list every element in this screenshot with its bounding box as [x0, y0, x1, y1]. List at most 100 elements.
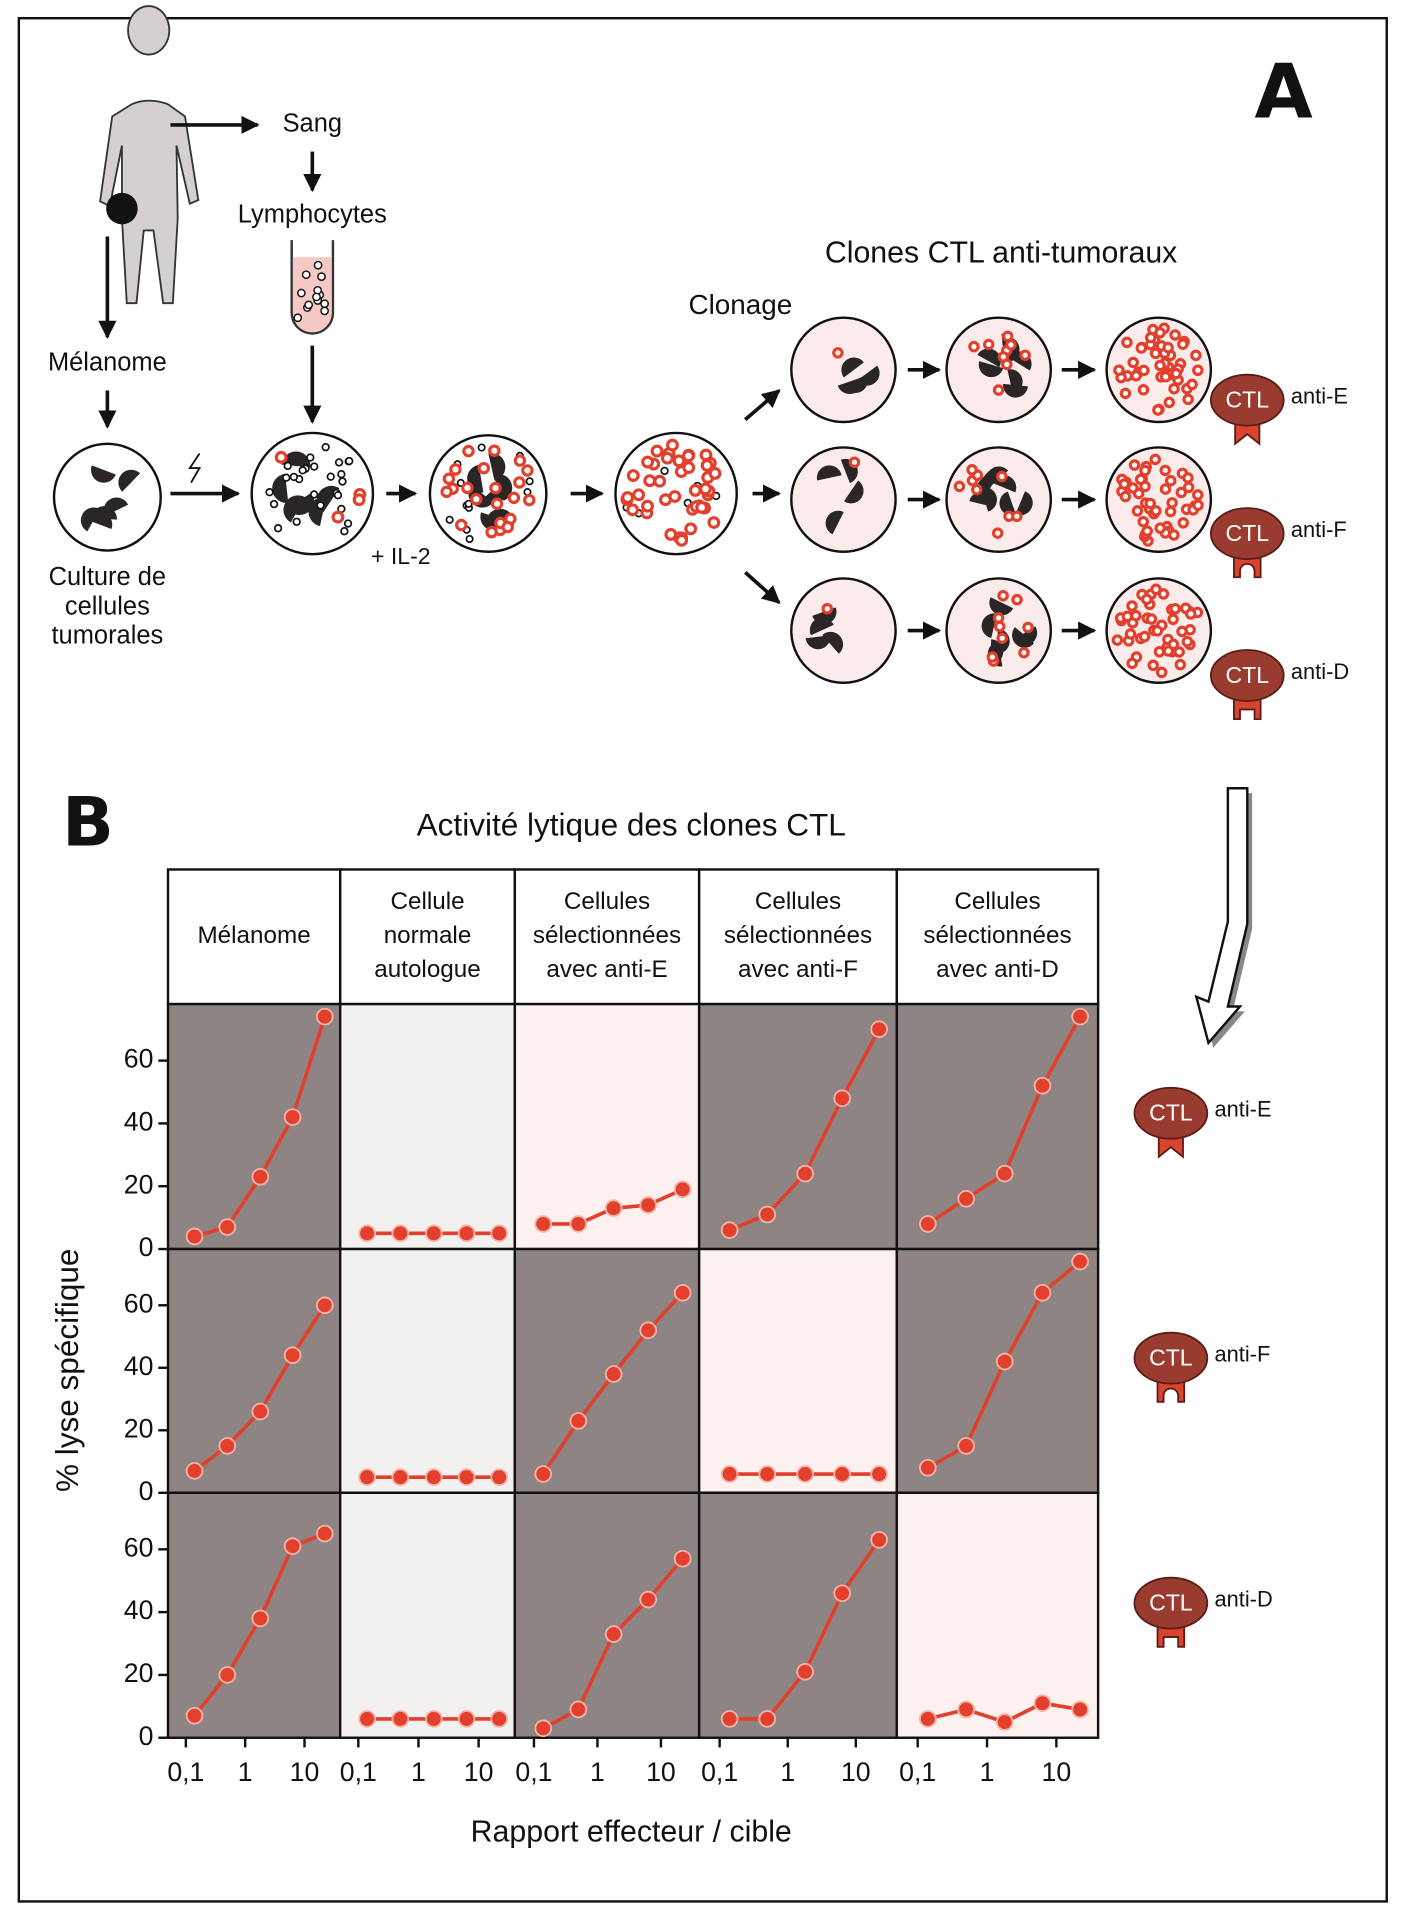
ctl-cell — [1185, 608, 1197, 620]
tumor-cell — [837, 377, 863, 395]
ctl-cell — [449, 463, 462, 476]
data-point — [457, 1224, 476, 1243]
data-point — [283, 1346, 302, 1365]
ctl-cell — [1173, 646, 1185, 658]
ctl-cell — [477, 461, 491, 475]
ctl-cell — [1169, 603, 1181, 615]
data-point — [1071, 1700, 1089, 1719]
data-point — [796, 1465, 814, 1483]
data-point — [919, 1458, 937, 1477]
x-tick-label: 0,1 — [899, 1757, 936, 1787]
ctl-cell — [1121, 610, 1134, 623]
panel-background — [338, 1247, 517, 1494]
data-point — [391, 1224, 410, 1243]
lymphocyte — [316, 501, 325, 510]
ctl-cell — [1154, 327, 1166, 339]
ctl-cell — [1157, 588, 1170, 600]
data-point — [758, 1710, 777, 1728]
ctl-cell — [1137, 515, 1150, 528]
x-tick-label: 1 — [980, 1757, 995, 1787]
ctl-cell — [653, 474, 667, 488]
data-point — [358, 1710, 376, 1728]
data-point — [316, 1296, 334, 1315]
lymphocyte — [465, 534, 474, 544]
lightning — [188, 453, 202, 484]
data-point — [833, 1465, 851, 1483]
clone-label: anti-D — [1215, 1586, 1273, 1611]
ctl-badge — [1133, 1576, 1209, 1630]
ctl-cell — [707, 516, 721, 529]
data-point — [457, 1468, 476, 1486]
lymphocyte — [282, 473, 291, 482]
lymphocyte — [445, 515, 454, 524]
ctl-cell — [490, 497, 504, 510]
data-point — [758, 1465, 777, 1483]
ctl-cell — [708, 466, 722, 480]
data-point — [758, 1205, 777, 1224]
ctl-cell — [953, 480, 966, 493]
data-point — [391, 1710, 410, 1728]
lymphocyte — [333, 491, 343, 500]
tumor-cell — [989, 597, 1014, 616]
transfer-arrow — [1194, 787, 1249, 1046]
badge-label: CTL — [1226, 662, 1270, 688]
ctl-cell — [996, 470, 1008, 483]
column-header-label: avec anti-D — [936, 956, 1059, 983]
data-point — [870, 1531, 888, 1549]
ctl-cell — [821, 602, 834, 615]
ctl-cell — [684, 522, 698, 536]
ctl-cell — [682, 461, 696, 474]
data-point — [569, 1215, 588, 1233]
column-header-label: Cellules — [564, 888, 650, 915]
data-point — [604, 1199, 623, 1218]
label-sang: Sang — [283, 110, 342, 138]
ctl-cell — [992, 612, 1005, 624]
tumor-cell — [91, 506, 117, 520]
clone-label: anti-E — [1291, 384, 1348, 409]
ctl-cell — [485, 525, 498, 539]
lymphocyte — [337, 470, 346, 479]
lymphocyte — [309, 490, 319, 499]
data-point — [534, 1215, 553, 1233]
data-point — [673, 1180, 692, 1199]
cell — [312, 292, 321, 302]
lymphocyte — [273, 524, 283, 533]
frame — [17, 16, 1388, 1903]
data-point — [425, 1224, 443, 1243]
ctl-cell — [1182, 472, 1194, 484]
ctl-cell — [513, 454, 527, 467]
label-melanome: Mélanome — [48, 349, 167, 377]
tumor-cell — [980, 487, 997, 512]
ctl-cell — [666, 438, 679, 452]
panel-background — [697, 1247, 899, 1494]
data-point — [283, 1537, 302, 1555]
label-il2: + IL-2 — [371, 543, 431, 569]
ctl-cell — [1145, 331, 1157, 344]
cell — [301, 270, 311, 280]
panel-background — [166, 1002, 342, 1251]
data-point — [425, 1468, 443, 1486]
ctl-cell — [461, 481, 474, 495]
ctl-cell — [462, 444, 475, 458]
lymphocyte — [265, 488, 274, 497]
column-header-label: avec anti-F — [738, 956, 858, 983]
tumor-cell — [841, 357, 864, 378]
clone-label: anti-D — [1291, 659, 1349, 684]
data-point — [251, 1168, 270, 1186]
ctl-cell — [1011, 593, 1023, 606]
tumor-cell — [90, 465, 116, 483]
y-tick-label: 20 — [124, 1169, 154, 1199]
data-point — [1071, 1007, 1089, 1026]
ctl-cell — [1018, 646, 1030, 659]
data-point — [283, 1108, 302, 1126]
panel-background — [895, 1491, 1100, 1739]
x-tick-label: 1 — [238, 1757, 253, 1787]
x-axis-label: Rapport effecteur / cible — [471, 1816, 792, 1849]
ctl-cell — [1005, 339, 1017, 351]
panel-label: A — [1255, 48, 1313, 136]
cell — [296, 288, 306, 298]
x-tick-label: 10 — [290, 1757, 320, 1787]
ctl-cell — [1139, 480, 1151, 493]
ctl-cell — [1126, 600, 1138, 612]
